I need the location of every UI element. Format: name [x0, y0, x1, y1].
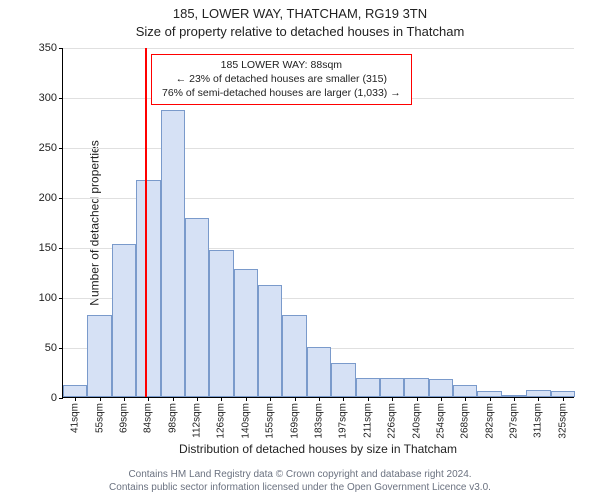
xtick-mark: [173, 397, 174, 401]
xtick-label: 169sqm: [289, 403, 300, 439]
xtick-label: 155sqm: [265, 403, 276, 439]
xtick-label: 311sqm: [533, 403, 544, 438]
xtick-mark: [538, 397, 539, 401]
xtick-mark: [343, 397, 344, 401]
bar: [526, 390, 550, 397]
bar: [112, 244, 136, 397]
ytick-label: 250: [39, 142, 57, 154]
xtick-label: 226sqm: [387, 403, 398, 439]
ytick-mark: [59, 148, 63, 149]
xtick-mark: [221, 397, 222, 401]
ytick-mark: [59, 298, 63, 299]
ytick-label: 200: [39, 192, 57, 204]
xtick-label: 140sqm: [240, 403, 251, 439]
footer-line-2: Contains public sector information licen…: [0, 481, 600, 494]
ytick-mark: [59, 398, 63, 399]
bar: [258, 285, 282, 397]
xtick-mark: [295, 397, 296, 401]
marker-line: [145, 48, 147, 397]
x-axis-label: Distribution of detached houses by size …: [62, 442, 574, 456]
xtick-mark: [417, 397, 418, 401]
xtick-label: 268sqm: [460, 403, 471, 439]
bar: [404, 378, 428, 397]
bar: [356, 378, 380, 397]
xtick-label: 297sqm: [509, 403, 520, 439]
ytick-mark: [59, 198, 63, 199]
ytick-label: 350: [39, 42, 57, 54]
annotation-line: 76% of semi-detached houses are larger (…: [162, 86, 401, 100]
xtick-label: 240sqm: [411, 403, 422, 439]
footer: Contains HM Land Registry data © Crown c…: [0, 468, 600, 494]
xtick-mark: [465, 397, 466, 401]
bar: [282, 315, 306, 397]
xtick-label: 325sqm: [557, 403, 568, 439]
xtick-mark: [148, 397, 149, 401]
bar: [234, 269, 258, 397]
xtick-label: 282sqm: [484, 403, 495, 439]
ytick-mark: [59, 48, 63, 49]
bar: [307, 347, 331, 397]
xtick-mark: [392, 397, 393, 401]
ytick-label: 300: [39, 92, 57, 104]
xtick-label: 254sqm: [435, 403, 446, 439]
xtick-label: 211sqm: [362, 403, 373, 438]
xtick-mark: [246, 397, 247, 401]
ytick-label: 150: [39, 242, 57, 254]
ytick-mark: [59, 98, 63, 99]
plot: 05010015020025030035041sqm55sqm69sqm84sq…: [62, 48, 574, 398]
xtick-label: 84sqm: [143, 403, 154, 433]
xtick-label: 69sqm: [118, 403, 129, 433]
title-main: 185, LOWER WAY, THATCHAM, RG19 3TN: [0, 6, 600, 21]
bar: [161, 110, 185, 397]
chart-area: 05010015020025030035041sqm55sqm69sqm84sq…: [62, 48, 574, 398]
xtick-mark: [100, 397, 101, 401]
bar: [136, 180, 160, 397]
xtick-mark: [124, 397, 125, 401]
title-sub: Size of property relative to detached ho…: [0, 24, 600, 39]
annotation-line: 185 LOWER WAY: 88sqm: [162, 58, 401, 72]
xtick-label: 197sqm: [338, 403, 349, 439]
xtick-mark: [514, 397, 515, 401]
gridline: [63, 148, 574, 149]
xtick-mark: [563, 397, 564, 401]
bar: [87, 315, 111, 397]
gridline: [63, 48, 574, 49]
xtick-mark: [197, 397, 198, 401]
ytick-mark: [59, 248, 63, 249]
xtick-mark: [319, 397, 320, 401]
xtick-label: 183sqm: [314, 403, 325, 439]
bar: [63, 385, 87, 397]
ytick-label: 0: [51, 392, 57, 404]
xtick-mark: [75, 397, 76, 401]
bar: [185, 218, 209, 397]
bar: [331, 363, 355, 397]
bar: [209, 250, 233, 397]
annotation-box: 185 LOWER WAY: 88sqm← 23% of detached ho…: [151, 54, 412, 105]
xtick-label: 55sqm: [94, 403, 105, 433]
annotation-line: ← 23% of detached houses are smaller (31…: [162, 72, 401, 86]
ytick-mark: [59, 348, 63, 349]
xtick-mark: [441, 397, 442, 401]
bar: [453, 385, 477, 397]
xtick-mark: [368, 397, 369, 401]
bar: [429, 379, 453, 397]
xtick-mark: [270, 397, 271, 401]
ytick-label: 100: [39, 292, 57, 304]
footer-line-1: Contains HM Land Registry data © Crown c…: [0, 468, 600, 481]
xtick-mark: [490, 397, 491, 401]
xtick-label: 98sqm: [167, 403, 178, 433]
xtick-label: 126sqm: [216, 403, 227, 439]
bar: [380, 378, 404, 397]
ytick-label: 50: [45, 342, 57, 354]
xtick-label: 41sqm: [70, 403, 81, 433]
xtick-label: 112sqm: [192, 403, 203, 438]
